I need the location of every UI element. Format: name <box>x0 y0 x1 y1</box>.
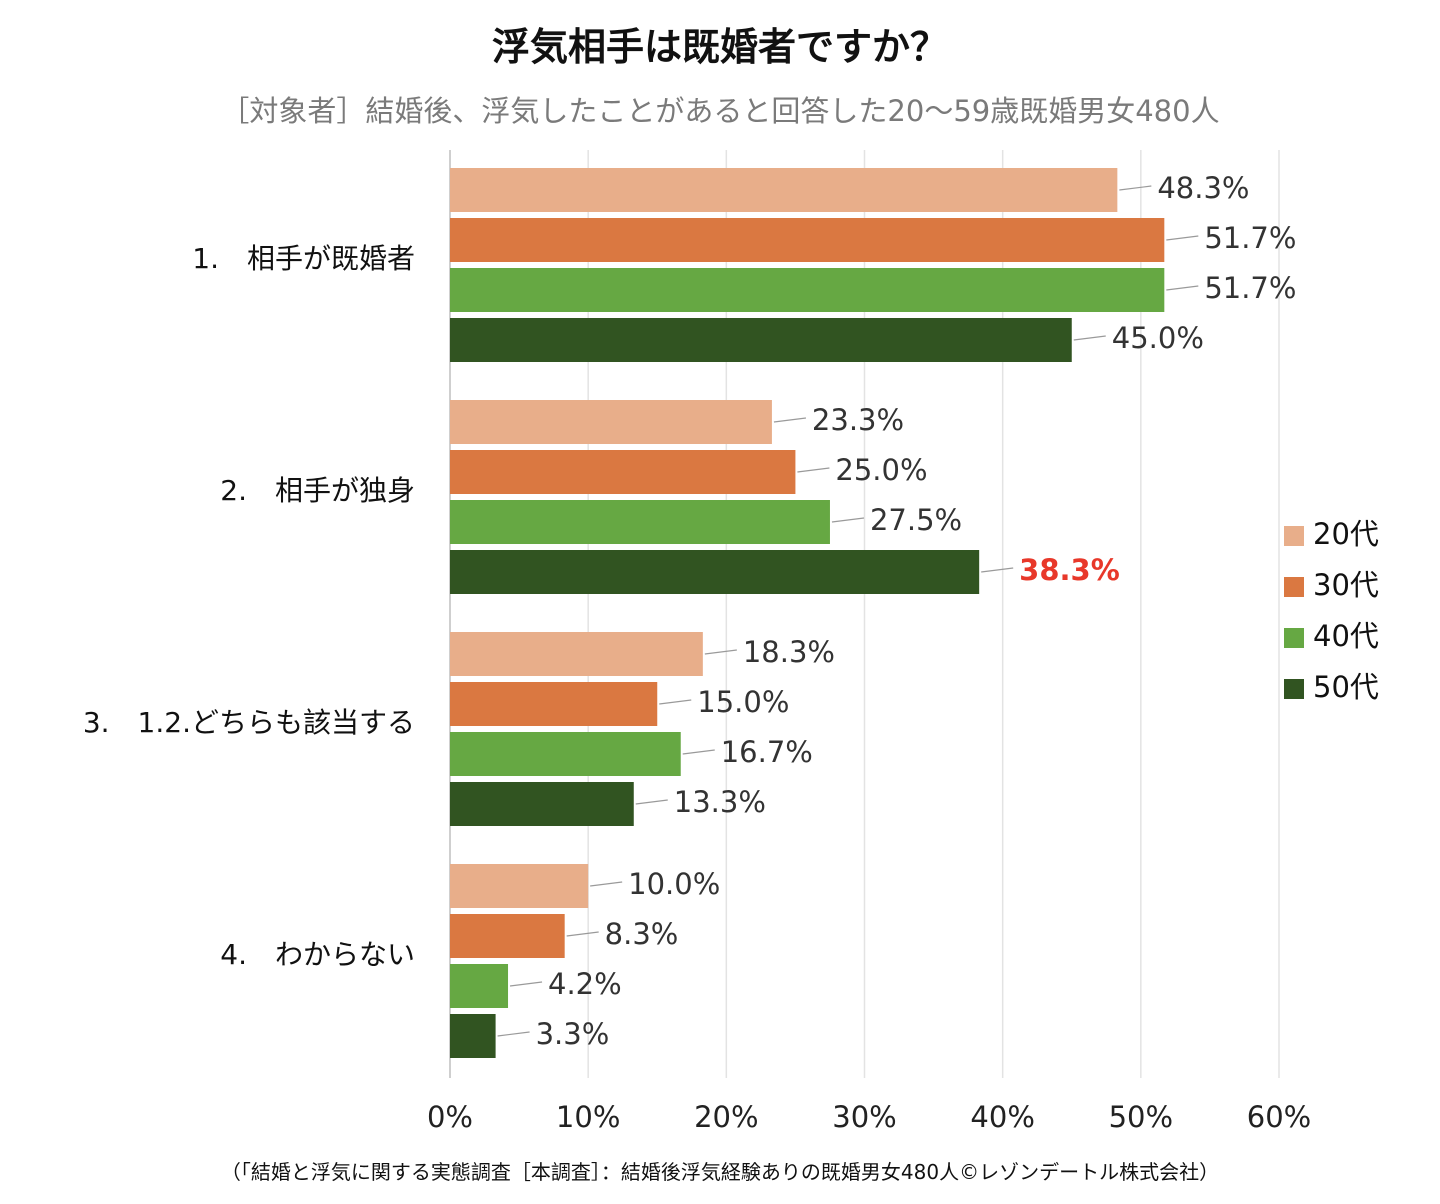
bar <box>450 168 1118 212</box>
x-tick-label: 40% <box>970 1100 1034 1134</box>
bar <box>450 732 681 776</box>
leader-line <box>590 881 623 887</box>
x-tick-label: 50% <box>1109 1100 1173 1134</box>
legend-label: 20代 <box>1313 517 1379 551</box>
data-label: 51.7% <box>1204 271 1296 305</box>
x-tick-label: 10% <box>556 1100 620 1134</box>
category-label: 2. 相手が独身 <box>220 474 415 507</box>
data-label: 51.7% <box>1204 221 1296 255</box>
data-label: 10.0% <box>628 867 720 901</box>
data-label: 38.3% <box>1019 553 1120 587</box>
x-tick-label: 30% <box>832 1100 896 1134</box>
leader-line <box>635 799 668 805</box>
legend-swatch <box>1284 679 1304 699</box>
bar <box>450 864 589 908</box>
chart-title: 浮気相手は既婚者ですか？ <box>491 25 948 69</box>
bar <box>450 682 658 726</box>
leader-line <box>659 699 692 705</box>
leader-line <box>981 567 1014 573</box>
legend-label: 50代 <box>1313 670 1379 704</box>
legend-label: 40代 <box>1313 619 1379 653</box>
data-label: 8.3% <box>605 917 679 951</box>
data-label: 3.3% <box>536 1017 610 1051</box>
leader-line <box>1166 235 1199 241</box>
leader-line <box>797 467 830 473</box>
leader-line <box>509 981 543 987</box>
data-label: 15.0% <box>697 685 789 719</box>
source-note: （「結婚と浮気に関する実態調査［本調査］：結婚後浮気経験ありの既婚男女480人©… <box>220 1160 1220 1184</box>
bar <box>450 782 634 826</box>
x-tick-label: 20% <box>694 1100 758 1134</box>
bar <box>450 550 980 594</box>
legend-swatch <box>1284 577 1304 597</box>
category-label: 3. 1.2.どちらも該当する <box>83 706 415 739</box>
bar <box>450 268 1165 312</box>
x-tick-label: 60% <box>1247 1100 1311 1134</box>
bar <box>450 450 796 494</box>
bar <box>450 964 509 1008</box>
category-label: 1. 相手が既婚者 <box>192 242 415 275</box>
leader-line <box>831 517 865 523</box>
leader-line <box>1119 185 1152 191</box>
data-label: 16.7% <box>721 735 813 769</box>
leader-line <box>773 417 807 423</box>
legend-label: 30代 <box>1313 568 1379 602</box>
bar <box>450 500 830 544</box>
legend-swatch <box>1284 628 1304 648</box>
bar <box>450 400 772 444</box>
bar <box>450 1014 496 1058</box>
leader-line <box>1166 285 1199 291</box>
leader-line <box>704 649 737 655</box>
bar <box>450 218 1165 262</box>
category-label: 4. わからない <box>220 938 415 971</box>
data-label: 13.3% <box>674 785 766 819</box>
data-label: 48.3% <box>1157 171 1249 205</box>
chart-subtitle: ［対象者］結婚後、浮気したことがあると回答した20〜59歳既婚男女480人 <box>220 94 1220 128</box>
leader-line <box>566 931 599 937</box>
bar <box>450 914 565 958</box>
data-label: 27.5% <box>870 503 962 537</box>
data-label: 25.0% <box>835 453 927 487</box>
data-label: 4.2% <box>548 967 622 1001</box>
bar <box>450 632 703 676</box>
legend-swatch <box>1284 526 1304 546</box>
leader-line <box>1073 335 1106 341</box>
leader-line <box>682 749 715 755</box>
data-label: 18.3% <box>743 635 835 669</box>
x-tick-label: 0% <box>427 1100 473 1134</box>
data-label: 23.3% <box>812 403 904 437</box>
leader-line <box>497 1031 530 1037</box>
bar <box>450 318 1072 362</box>
data-label: 45.0% <box>1112 321 1204 355</box>
